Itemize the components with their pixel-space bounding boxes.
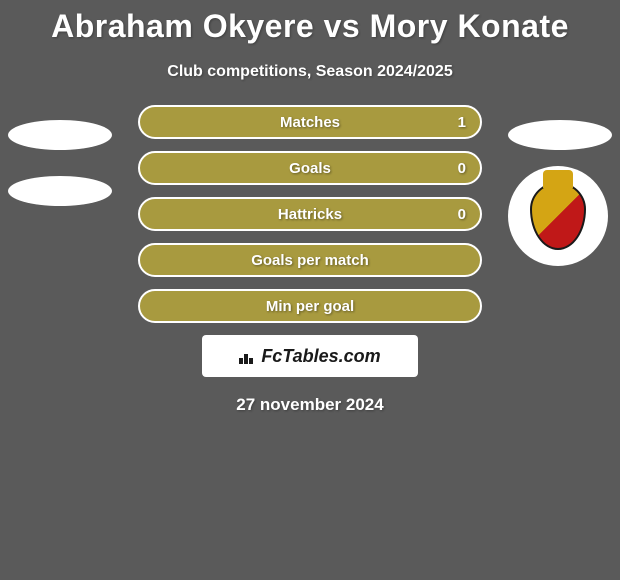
stat-value: 0 xyxy=(458,206,466,223)
left-player-avatars xyxy=(8,120,112,232)
stat-value: 1 xyxy=(458,114,466,131)
stat-value: 0 xyxy=(458,160,466,177)
stat-bar-matches: Matches 1 xyxy=(138,105,482,139)
watermark: FcTables.com xyxy=(202,335,418,377)
badge-shield-icon xyxy=(530,182,586,250)
stat-label: Goals per match xyxy=(251,252,369,269)
subtitle: Club competitions, Season 2024/2025 xyxy=(0,63,620,81)
stat-bar-min-per-goal: Min per goal xyxy=(138,289,482,323)
stat-label: Min per goal xyxy=(266,298,354,315)
watermark-text: FcTables.com xyxy=(239,346,380,367)
comparison-title: Abraham Okyere vs Mory Konate xyxy=(0,0,620,45)
player-avatar-placeholder xyxy=(508,120,612,150)
right-player-avatars xyxy=(508,120,612,266)
badge-crown-icon xyxy=(543,170,573,188)
stat-label: Matches xyxy=(280,114,340,131)
chart-icon xyxy=(239,348,259,364)
stat-bar-goals: Goals 0 xyxy=(138,151,482,185)
stat-label: Goals xyxy=(289,160,331,177)
stat-label: Hattricks xyxy=(278,206,342,223)
date: 27 november 2024 xyxy=(0,395,620,415)
player-avatar-placeholder xyxy=(8,120,112,150)
stat-bar-goals-per-match: Goals per match xyxy=(138,243,482,277)
watermark-label: FcTables.com xyxy=(261,346,380,367)
club-badge xyxy=(508,166,608,266)
stat-bar-hattricks: Hattricks 0 xyxy=(138,197,482,231)
club-avatar-placeholder xyxy=(8,176,112,206)
